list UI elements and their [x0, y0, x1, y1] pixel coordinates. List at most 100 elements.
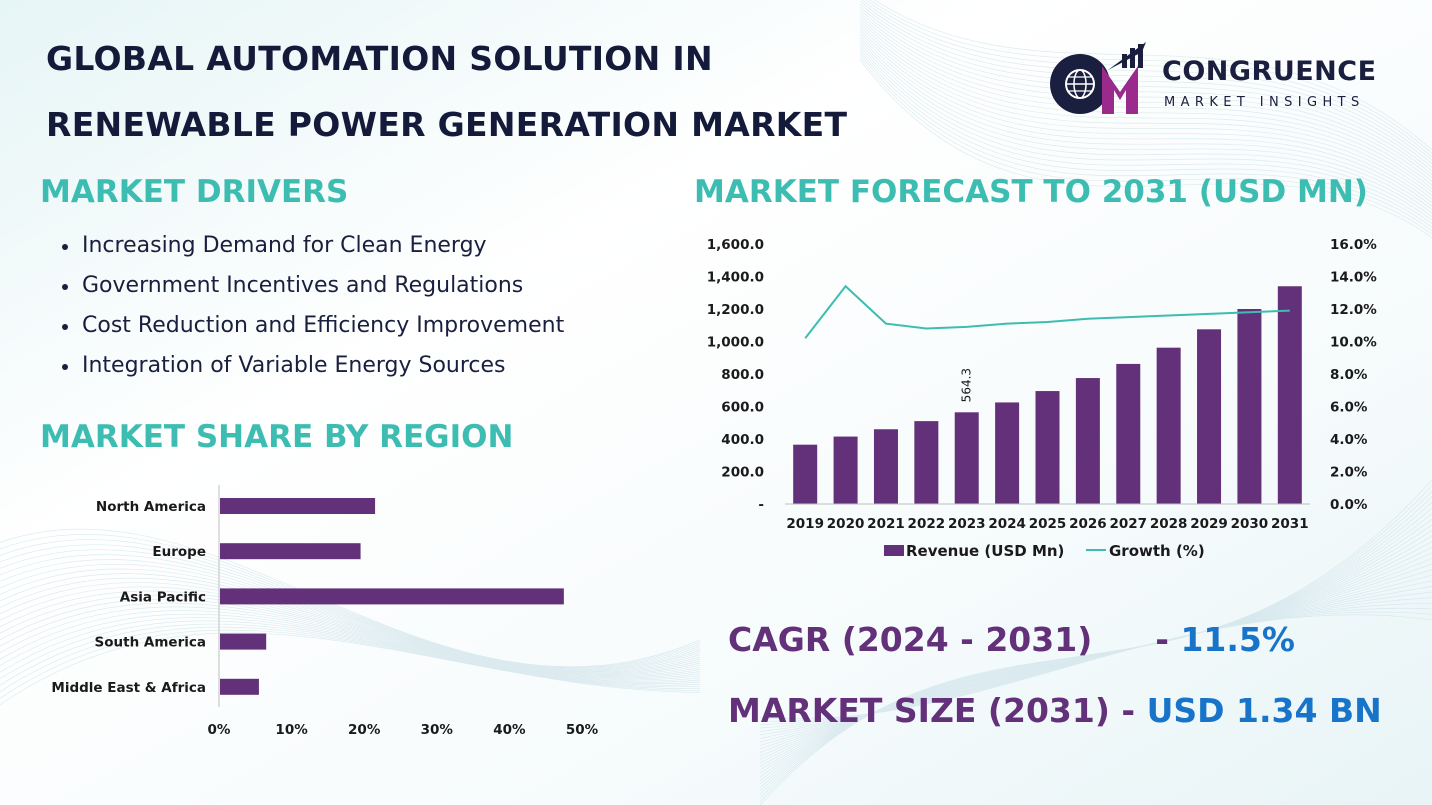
wave-line [859, 42, 1432, 217]
logo-tagline: MARKET INSIGHTS [1164, 95, 1365, 110]
revenue-bar [1116, 363, 1141, 504]
revenue-bar [914, 421, 939, 504]
wave-line [0, 598, 701, 679]
legend-revenue-swatch [884, 545, 904, 556]
market-size-kpi: MARKET SIZE (2031) - USD 1.34 BN [728, 691, 1382, 730]
driver-item: Cost Reduction and Efficiency Improvemen… [60, 306, 564, 346]
market-size-label: MARKET SIZE (2031) [728, 691, 1110, 730]
title-line-2: RENEWABLE POWER GENERATION MARKET [46, 105, 848, 144]
wave-line [0, 594, 701, 678]
wave-line [859, 31, 1432, 203]
market-drivers-list: Increasing Demand for Clean Energy Gover… [60, 226, 564, 386]
region-category-label: Europe [152, 544, 206, 560]
wave-line [859, 59, 1432, 238]
forecast-left-tick-label: 1,200.0 [707, 302, 764, 318]
forecast-x-tick-label: 2023 [948, 516, 986, 532]
wave-line [0, 606, 701, 681]
wave-line [859, 3, 1432, 168]
forecast-left-tick-label: 1,600.0 [707, 237, 764, 253]
forecast-x-tick-label: 2022 [908, 516, 946, 532]
forecast-x-tick-label: 2028 [1150, 516, 1188, 532]
wave-line [0, 563, 701, 672]
revenue-bar [1075, 378, 1100, 504]
market-forecast-heading: MARKET FORECAST TO 2031 (USD MN) [694, 174, 1368, 210]
forecast-x-tick-label: 2020 [827, 516, 865, 532]
wave-line [859, 54, 1432, 231]
forecast-left-tick-label: 1,000.0 [707, 335, 764, 351]
wave-line [0, 602, 701, 680]
wave-line [859, 51, 1432, 228]
revenue-bar [1197, 329, 1222, 504]
wave-line [859, 23, 1432, 193]
forecast-left-tick-label: - [758, 497, 764, 513]
revenue-bar [995, 402, 1020, 504]
market-size-value: USD 1.34 BN [1146, 691, 1382, 730]
wave-line [859, 34, 1432, 207]
wave-line [859, 56, 1432, 235]
forecast-x-tick-label: 2021 [867, 516, 905, 532]
forecast-left-tick-label: 200.0 [721, 465, 764, 481]
driver-item: Integration of Variable Energy Sources [60, 346, 564, 386]
region-x-tick-label: 50% [566, 722, 599, 738]
title-line-1: GLOBAL AUTOMATION SOLUTION IN [46, 39, 713, 78]
wave-line [859, 40, 1432, 214]
market-size-separator: - [1121, 691, 1147, 730]
globe-cm-logo-icon [1050, 42, 1146, 114]
cagr-label: CAGR (2024 - 2031) [728, 620, 1093, 659]
revenue-bar [1237, 309, 1262, 504]
cagr-value: 11.5% [1180, 620, 1295, 659]
wave-line [0, 623, 701, 688]
forecast-x-tick-label: 2024 [988, 516, 1026, 532]
wave-line [0, 613, 701, 683]
wave-line [859, 26, 1432, 196]
forecast-left-tick-label: 1,400.0 [707, 270, 764, 286]
forecast-x-tick-label: 2029 [1190, 516, 1228, 532]
wave-line [0, 617, 701, 685]
wave-line [759, 614, 1432, 720]
wave-line [0, 590, 701, 677]
wave-line [859, 20, 1432, 189]
region-category-label: South America [95, 635, 206, 651]
growth-line [804, 284, 1290, 339]
region-x-tick-label: 20% [348, 722, 381, 738]
forecast-right-tick-label: 10.0% [1330, 335, 1377, 351]
wave-line [0, 582, 701, 675]
forecast-left-tick-label: 400.0 [721, 432, 764, 448]
revenue-bar [1156, 347, 1181, 504]
wave-line [0, 620, 701, 686]
wave-line [0, 568, 701, 673]
wave-line [859, 0, 1432, 165]
forecast-right-tick-label: 12.0% [1330, 302, 1377, 318]
forecast-left-tick-label: 800.0 [721, 367, 764, 383]
region-x-tick-label: 40% [493, 722, 526, 738]
forecast-right-tick-label: 0.0% [1330, 497, 1368, 513]
forecast-left-tick-label: 600.0 [721, 400, 764, 416]
wave-line [859, 14, 1432, 182]
wave-line [0, 554, 701, 671]
company-logo: CONGRUENCE MARKET INSIGHTS [1046, 40, 1396, 120]
wave-line [859, 17, 1432, 186]
wave-line [859, 45, 1432, 221]
forecast-right-tick-label: 14.0% [1330, 270, 1377, 286]
revenue-bar [1277, 286, 1302, 504]
region-bar [220, 498, 376, 514]
wave-line [861, 0, 1432, 161]
region-bar [220, 588, 564, 605]
market-drivers-heading: MARKET DRIVERS [40, 174, 349, 210]
wave-line [0, 632, 701, 706]
wave-line [0, 629, 701, 699]
forecast-x-tick-label: 2025 [1029, 516, 1067, 532]
page-title: GLOBAL AUTOMATION SOLUTION IN RENEWABLE … [46, 26, 1006, 158]
wave-line [0, 586, 701, 676]
region-bar [220, 633, 267, 650]
forecast-x-tick-label: 2019 [786, 516, 824, 532]
legend-revenue-label: Revenue (USD Mn) [906, 542, 1064, 560]
region-bar [220, 543, 361, 560]
region-bar [220, 678, 259, 695]
cagr-kpi: CAGR (2024 - 2031) - 11.5% [728, 620, 1295, 659]
forecast-right-tick-label: 16.0% [1330, 237, 1377, 253]
wave-line [859, 28, 1432, 200]
wave-line [0, 559, 701, 671]
wave-line [0, 573, 701, 674]
wave-line [859, 6, 1432, 172]
